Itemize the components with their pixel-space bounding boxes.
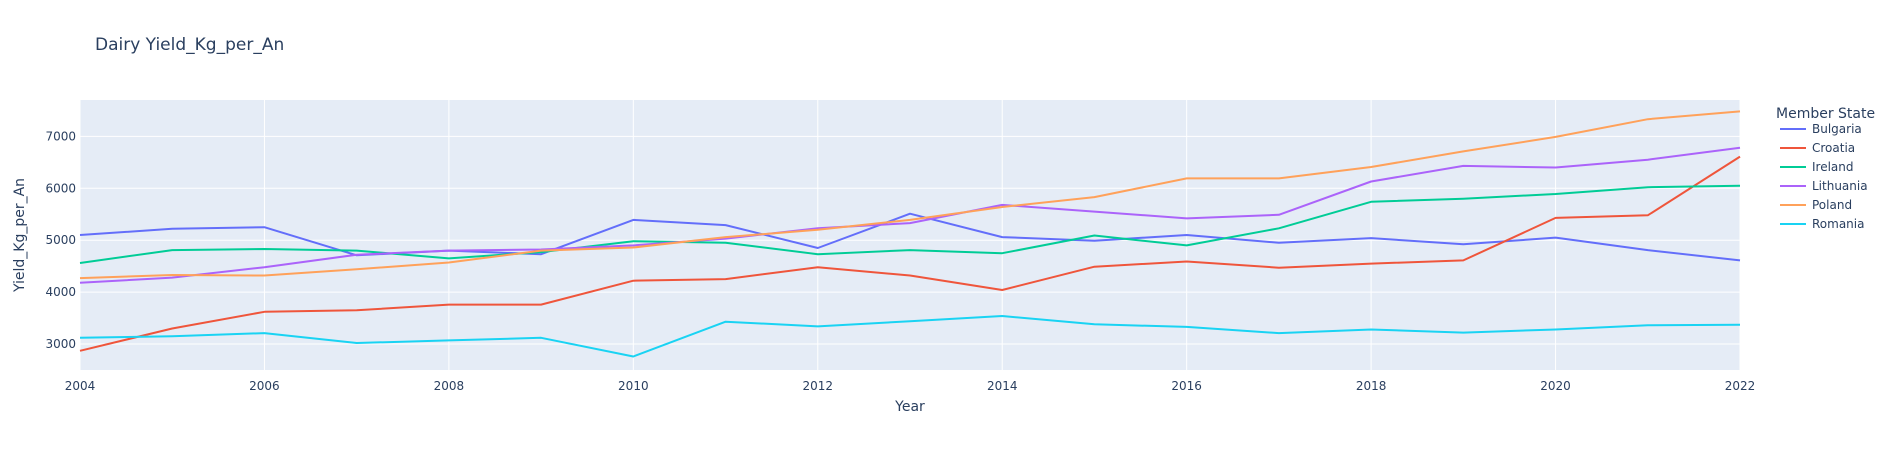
- y-axis-label: Yield_Kg_per_An: [12, 178, 28, 293]
- x-tick-label: 2006: [249, 379, 280, 393]
- series-line-lithuania: [79, 146, 1741, 284]
- x-tick-label: 2016: [1171, 379, 1202, 393]
- legend-label: Croatia: [1812, 141, 1855, 155]
- legend-item-croatia[interactable]: Croatia: [1780, 141, 1855, 155]
- chart-title: Dairy Yield_Kg_per_An: [95, 35, 284, 55]
- legend-item-bulgaria[interactable]: Bulgaria: [1780, 122, 1862, 136]
- legend-label: Romania: [1812, 217, 1864, 231]
- legend-item-poland[interactable]: Poland: [1780, 198, 1852, 212]
- series-line-croatia: [79, 155, 1741, 352]
- y-tick-label: 4000: [45, 285, 76, 299]
- series-layer: [79, 110, 1741, 358]
- x-tick-label: 2018: [1356, 379, 1387, 393]
- gridlines: [79, 100, 1741, 370]
- series-line-romania: [79, 315, 1741, 358]
- x-tick-label: 2014: [987, 379, 1018, 393]
- legend-label: Ireland: [1812, 160, 1854, 174]
- x-tick-label: 2012: [803, 379, 834, 393]
- x-tick-label: 2022: [1725, 379, 1756, 393]
- x-tick-label: 2008: [434, 379, 465, 393]
- y-tick-label: 6000: [45, 181, 76, 195]
- x-axis-label: Year: [894, 399, 925, 415]
- legend-item-ireland[interactable]: Ireland: [1780, 160, 1854, 174]
- legend-item-lithuania[interactable]: Lithuania: [1780, 179, 1868, 193]
- plot-background: [80, 100, 1740, 370]
- y-tick-label: 5000: [45, 233, 76, 247]
- legend-label: Poland: [1812, 198, 1852, 212]
- x-tick-label: 2010: [618, 379, 649, 393]
- series-line-poland: [79, 110, 1741, 280]
- x-tick-label: 2020: [1540, 379, 1571, 393]
- legend-item-romania[interactable]: Romania: [1780, 217, 1864, 231]
- x-tick-label: 2004: [65, 379, 96, 393]
- legend: Member State Bulgaria Croatia Ireland Lithu…: [1776, 106, 1875, 231]
- legend-label: Bulgaria: [1812, 122, 1862, 136]
- y-tick-label: 7000: [45, 129, 76, 143]
- series-line-ireland: [79, 184, 1741, 264]
- x-axis-ticks: 2004 2006 2008 2010 2012 2014 2016 2018 2020 2022: [65, 379, 1756, 393]
- legend-label: Lithuania: [1812, 179, 1868, 193]
- legend-title: Member State: [1776, 106, 1875, 122]
- y-tick-label: 3000: [45, 337, 76, 351]
- y-axis-ticks: 3000 4000 5000 6000 7000: [45, 129, 76, 351]
